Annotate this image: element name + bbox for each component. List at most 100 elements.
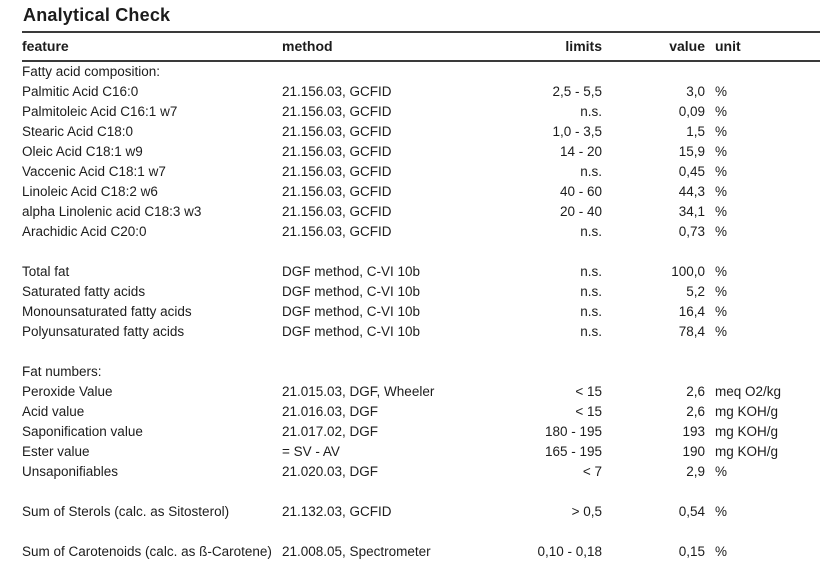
table-row: Polyunsaturated fatty acids DGF method, C… — [22, 322, 820, 342]
value-cell: 2,6 — [686, 384, 705, 399]
value-cell: 100,0 — [671, 264, 705, 279]
method-cell: 21.156.03, GCFID — [282, 124, 392, 139]
section-row: Fatty acid composition: — [22, 61, 820, 82]
unit-cell: % — [715, 204, 728, 219]
value-cell: 34,1 — [678, 204, 705, 219]
table-row: Monounsaturated fatty acids DGF method, C… — [22, 302, 820, 322]
limits-cell — [502, 522, 602, 542]
limits-cell: n.s. — [580, 224, 602, 239]
table-row: Acid value 21.016.03, DGF < 15 2,6 mg KOH/g — [22, 402, 820, 422]
feature-cell: Ester value — [22, 444, 90, 459]
feature-cell: Sum of Carotenoids (calc. as ß-Carotene) — [22, 544, 272, 559]
value-cell — [602, 482, 705, 502]
method-cell — [282, 61, 502, 82]
unit-cell: % — [715, 504, 728, 519]
unit-cell: % — [715, 544, 728, 559]
table-header: feature method limits value unit — [22, 33, 820, 62]
feature-cell — [22, 342, 282, 362]
limits-cell — [502, 342, 602, 362]
limits-cell: n.s. — [580, 304, 602, 319]
unit-cell: % — [715, 104, 728, 119]
value-cell: 78,4 — [678, 324, 705, 339]
value-cell — [602, 342, 705, 362]
feature-cell: Stearic Acid C18:0 — [22, 124, 134, 139]
table-body: Fatty acid composition: Palmitic Acid C16… — [22, 61, 820, 562]
method-cell — [282, 342, 502, 362]
value-cell: 0,15 — [678, 544, 705, 559]
method-cell: 21.015.03, DGF, Wheeler — [282, 384, 435, 399]
table-row: Palmitoleic Acid C16:1 w7 21.156.03, GCFI… — [22, 102, 820, 122]
feature-cell: Polyunsaturated fatty acids — [22, 324, 185, 339]
feature-cell: Saturated fatty acids — [22, 284, 146, 299]
table-row: Linoleic Acid C18:2 w6 21.156.03, GCFID 40… — [22, 182, 820, 202]
table-row: alpha Linolenic acid C18:3 w3 21.156.03, … — [22, 202, 820, 222]
spacer-row — [22, 342, 820, 362]
value-cell: 16,4 — [678, 304, 705, 319]
column-header-limits: limits — [502, 33, 602, 62]
table-row: Palmitic Acid C16:0 21.156.03, GCFID 2,5 -… — [22, 82, 820, 102]
table-row: Total fat DGF method, C-VI 10b n.s. 100,0% — [22, 262, 820, 282]
feature-cell: alpha Linolenic acid C18:3 w3 — [22, 204, 202, 219]
feature-cell — [22, 242, 282, 262]
limits-cell: 20 - 40 — [559, 204, 602, 219]
limits-cell: 14 - 20 — [559, 144, 602, 159]
feature-cell: Palmitic Acid C16:0 — [22, 84, 139, 99]
column-header-method: method — [282, 33, 502, 62]
unit-cell — [705, 342, 820, 362]
feature-cell — [22, 522, 282, 542]
limits-cell: 1,0 - 3,5 — [552, 124, 602, 139]
limits-cell — [502, 61, 602, 82]
method-cell: 21.156.03, GCFID — [282, 204, 392, 219]
feature-cell: Peroxide Value — [22, 384, 113, 399]
limits-cell: 180 - 195 — [544, 424, 602, 439]
unit-cell: % — [715, 124, 728, 139]
page-title: Analytical Check — [22, 5, 820, 33]
method-cell: 21.016.03, DGF — [282, 404, 379, 419]
value-cell: 193 — [682, 424, 705, 439]
method-cell — [282, 362, 502, 382]
value-cell: 0,73 — [678, 224, 705, 239]
value-cell: 44,3 — [678, 184, 705, 199]
table-row: Sum of Sterols (calc. as Sitosterol) 21.1… — [22, 502, 820, 522]
feature-cell: Total fat — [22, 264, 70, 279]
value-cell: 15,9 — [678, 144, 705, 159]
value-cell: 2,9 — [686, 464, 705, 479]
method-cell: 21.156.03, GCFID — [282, 104, 392, 119]
unit-cell: meq O2/kg — [715, 384, 782, 399]
limits-cell: n.s. — [580, 284, 602, 299]
unit-cell: % — [715, 184, 728, 199]
method-cell — [282, 482, 502, 502]
feature-cell: Arachidic Acid C20:0 — [22, 224, 147, 239]
unit-cell: % — [715, 164, 728, 179]
value-cell: 0,09 — [678, 104, 705, 119]
column-header-unit: unit — [705, 33, 820, 62]
feature-cell: Linoleic Acid C18:2 w6 — [22, 184, 158, 199]
method-cell: = SV - AV — [282, 444, 340, 459]
spacer-row — [22, 522, 820, 542]
value-cell: 0,54 — [678, 504, 705, 519]
method-cell: 21.008.05, Spectrometer — [282, 544, 431, 559]
method-cell: 21.156.03, GCFID — [282, 164, 392, 179]
feature-cell: Palmitoleic Acid C16:1 w7 — [22, 104, 178, 119]
limits-cell: < 15 — [575, 384, 602, 399]
unit-cell — [705, 61, 820, 82]
feature-cell — [22, 482, 282, 502]
limits-cell: n.s. — [580, 324, 602, 339]
method-cell: DGF method, C-VI 10b — [282, 324, 421, 339]
spacer-row — [22, 482, 820, 502]
limits-cell: n.s. — [580, 164, 602, 179]
value-cell: 5,2 — [686, 284, 705, 299]
table-row: Saponification value 21.017.02, DGF 180 - … — [22, 422, 820, 442]
feature-cell: Oleic Acid C18:1 w9 — [22, 144, 143, 159]
limits-cell: < 15 — [575, 404, 602, 419]
limits-cell — [502, 242, 602, 262]
method-cell: 21.017.02, DGF — [282, 424, 379, 439]
feature-cell: Sum of Sterols (calc. as Sitosterol) — [22, 504, 230, 519]
method-cell: DGF method, C-VI 10b — [282, 284, 421, 299]
method-cell: DGF method, C-VI 10b — [282, 304, 421, 319]
limits-cell: 165 - 195 — [544, 444, 602, 459]
feature-cell: Saponification value — [22, 424, 143, 439]
unit-cell: mg KOH/g — [715, 444, 779, 459]
value-cell: 3,0 — [686, 84, 705, 99]
table-row: Ester value = SV - AV 165 - 195 190 mg KOH/g — [22, 442, 820, 462]
